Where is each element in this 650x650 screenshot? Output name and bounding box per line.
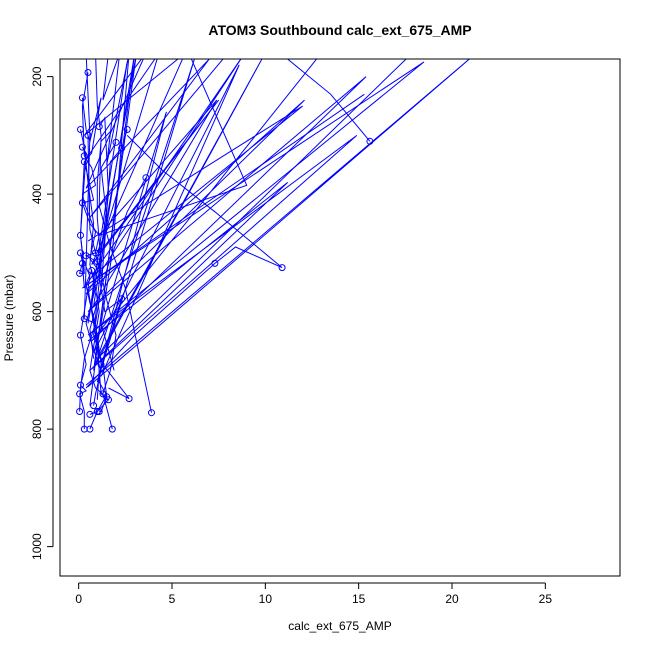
data-layer: [76, 59, 471, 433]
series-line-14: [85, 135, 283, 389]
data-point-7-3: [95, 408, 103, 415]
x-tick-label: 20: [445, 592, 459, 606]
x-tick-label: 0: [75, 592, 82, 606]
series-line-12: [89, 177, 147, 359]
data-point-1-1: [78, 94, 86, 102]
x-tick-label: 10: [259, 592, 273, 606]
series-line-16: [85, 59, 471, 388]
data-point-5-3: [88, 267, 96, 274]
data-point-8-2: [108, 425, 116, 433]
series-line-22: [89, 59, 248, 406]
y-tick-label: 800: [30, 419, 44, 439]
data-point-10-1: [123, 126, 131, 133]
data-point-2-2: [90, 402, 98, 410]
series-line-5: [78, 161, 104, 395]
x-axis: 0 5 10 15 20 25: [75, 582, 553, 606]
y-axis: 200 400 600 800 1000: [30, 66, 54, 560]
data-point-3-6: [76, 390, 84, 398]
x-tick-label: 15: [352, 592, 366, 606]
series-line-21: [82, 61, 425, 371]
data-point-6-5: [86, 410, 94, 418]
series-line-4: [79, 72, 98, 412]
y-axis-label: Pressure (mbar): [2, 275, 16, 362]
y-tick-label: 400: [30, 184, 44, 204]
data-point-3-1: [78, 143, 86, 151]
series-line-23: [100, 59, 130, 371]
data-point-3-3: [77, 249, 84, 257]
data-point-13-1: [80, 315, 88, 323]
plot-frame: [59, 58, 621, 577]
data-point-3-4: [77, 331, 84, 339]
x-tick-label: 25: [539, 592, 553, 606]
data-point-10-4: [125, 395, 133, 403]
series-line-18: [85, 59, 367, 342]
data-point-3-7: [80, 425, 88, 433]
chart-title: ATOM3 Southbound calc_ext_675_AMP: [208, 22, 471, 38]
series-line-10: [98, 129, 130, 400]
x-tick-label: 5: [169, 592, 176, 606]
series-line-19: [83, 59, 224, 265]
data-point-4-1: [84, 69, 92, 76]
y-tick-label: 600: [30, 301, 44, 321]
series-line-15: [286, 59, 371, 142]
x-axis-label: calc_ext_675_AMP: [288, 619, 391, 633]
data-point-14-1: [278, 264, 286, 272]
data-point-4-3: [76, 408, 84, 415]
y-tick-label: 200: [30, 66, 44, 86]
data-point-5-1: [76, 269, 84, 277]
data-point-11-1: [148, 409, 155, 417]
data-point-4-2: [80, 152, 88, 160]
y-tick-label: 1000: [30, 533, 44, 560]
data-point-5-2: [78, 259, 86, 267]
